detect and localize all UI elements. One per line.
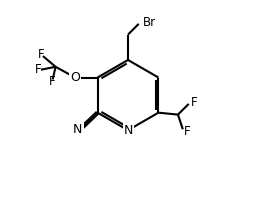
Text: F: F	[38, 48, 44, 61]
Text: N: N	[124, 124, 133, 137]
Text: O: O	[70, 71, 80, 84]
Text: F: F	[35, 63, 42, 76]
Text: F: F	[191, 96, 197, 109]
Text: F: F	[184, 125, 190, 138]
Text: F: F	[48, 75, 55, 88]
Text: N: N	[73, 123, 82, 136]
Text: Br: Br	[143, 16, 156, 29]
